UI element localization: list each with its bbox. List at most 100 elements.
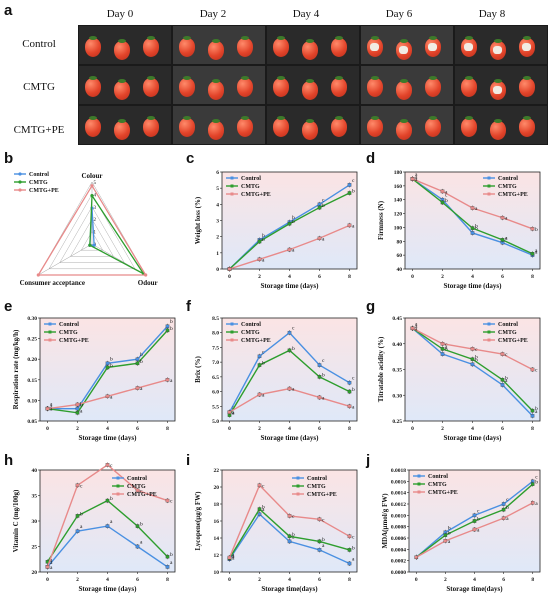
y-tick-label: 0.0002 [391,559,406,565]
photo-tile [173,26,265,64]
x-tick-label: 6 [501,274,504,280]
significance-letter: a [170,560,173,566]
tomato-image [237,116,253,137]
y-axis-label: Lycopene(μg/g FW) [194,491,202,551]
data-point [440,342,445,346]
tomato-image [302,39,318,60]
panel-letter-i: i [186,452,191,469]
y-tick-label: 0.0008 [391,525,406,531]
significance-letter: b [352,545,355,551]
significance-letter: a [415,324,418,330]
data-point [317,236,322,241]
data-point [530,501,535,505]
significance-letter: c [477,508,480,514]
significance-letter: a [232,556,235,562]
legend-marker [230,176,234,180]
x-axis-label: Storage time(days) [446,585,503,593]
significance-letter: a [50,565,53,571]
data-point [75,402,80,407]
significance-letter: a [140,386,143,392]
line-chart-brix: 5.0 5.5 6.0 6.5 7.0 7.5 8.0 8.5 0 2 4 6 8 Storage tim… [194,316,358,442]
x-tick-label: 4 [106,577,109,583]
data-point [257,512,262,516]
y-tick-label: 0.0004 [391,547,406,553]
significance-letter: c [262,349,265,355]
legend-label: CMTG+PE [59,338,89,344]
y-tick-label: 7.5 [212,345,219,351]
tomato-image [85,116,101,137]
significance-letter: b [292,532,295,538]
data-point [472,513,477,518]
significance-letter: a [50,557,53,563]
significance-letter: b [262,361,265,367]
significance-letter: a [50,560,53,566]
x-tick-label: 6 [318,274,321,280]
panel-letter-b: b [4,150,14,167]
significance-letter: a [262,257,265,263]
row-label-control: Control [22,38,56,50]
y-axis-label: Vitamin C (mg/100g) [12,489,20,552]
tomato-image [331,76,347,97]
data-point [501,507,506,512]
tomato-image [237,36,253,57]
y-tick-label: 160 [394,184,403,190]
data-point [530,367,535,372]
radar-grid [48,194,136,270]
panel-letter-f: f [186,298,191,315]
x-tick-label: 0 [415,577,418,583]
radar-axis-label: Odour [138,279,158,287]
significance-letter: b [170,552,173,558]
x-tick-label: 0 [228,577,231,583]
data-point [135,361,140,366]
tomato-image [396,39,412,60]
data-point [440,200,445,205]
x-tick-label: 4 [471,274,474,280]
y-tick-label: 120 [394,212,403,218]
photo-tile [79,106,171,144]
significance-letter: a [170,378,173,384]
y-tick-label: 0.40 [392,342,402,348]
data-point [347,561,352,566]
y-tick-label: 140 [394,198,403,204]
legend-marker [230,192,234,196]
tomato-image [273,76,289,97]
y-tick-label: 0.05 [27,419,37,425]
y-tick-label: 3 [216,219,219,225]
x-tick-label: 0 [228,426,231,432]
significance-letter: b [262,505,265,511]
data-point [135,357,140,361]
data-point [165,554,170,559]
data-point [347,183,352,187]
significance-letter: b [140,522,143,528]
significance-letter: a [448,539,451,545]
significance-letter: b [110,496,113,502]
significance-letter: c [292,326,295,332]
x-tick-label: 2 [258,274,261,280]
significance-letter: b [322,203,325,209]
tomato-image [396,119,412,140]
significance-letter: c [535,474,538,480]
legend-marker [18,180,22,184]
legend-marker [417,490,421,494]
y-tick-label: 6.0 [212,390,219,396]
significance-letter: b [170,319,173,325]
data-point [500,215,505,220]
data-point [347,191,352,195]
significance-letter: b [292,215,295,221]
line-chart-vitamin-c: 20 25 30 35 40 0 2 4 6 8 Storage time (days) Vitami… [12,462,176,593]
significance-letter: a [415,326,418,332]
significance-letter: c [352,534,355,540]
significance-letter: a [477,528,480,534]
data-point [440,189,445,194]
significance-letter: c [445,193,448,199]
data-point [287,386,292,391]
y-tick-label: 40 [32,468,38,474]
legend-marker [48,330,52,334]
data-point [500,378,505,382]
legend-marker [417,482,421,486]
legend-marker [116,492,120,496]
legend-label: CMTG [307,484,326,490]
significance-letter: b [445,198,448,204]
x-axis-label: Storage time (days) [79,585,138,593]
y-tick-label: 0.0006 [391,536,406,542]
